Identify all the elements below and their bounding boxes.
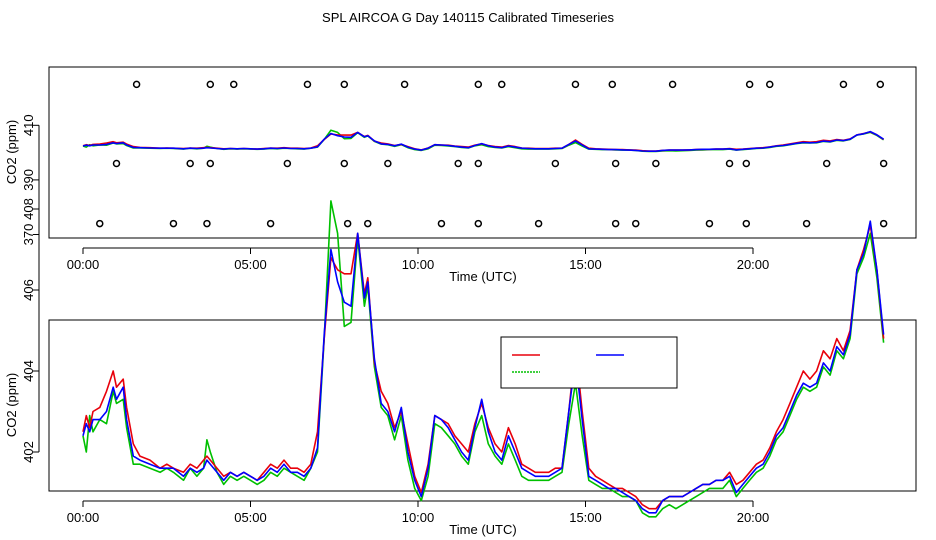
status-marker: [876, 80, 885, 89]
status-marker: [343, 219, 352, 228]
top-series-lines: [82, 129, 885, 153]
top-markers: [96, 80, 888, 228]
status-marker: [206, 80, 215, 89]
status-marker: [652, 159, 660, 168]
status-marker: [879, 219, 888, 228]
status-marker: [534, 219, 543, 228]
status-marker: [437, 219, 446, 228]
status-marker: [474, 159, 483, 168]
status-marker: [668, 80, 677, 89]
bottom-y-axis: 402 404 406 408: [21, 198, 40, 463]
x-tick-label: 15:00: [569, 510, 602, 525]
status-marker: [839, 80, 848, 89]
status-marker: [186, 159, 194, 168]
status-marker: [742, 159, 751, 168]
status-marker: [608, 80, 617, 89]
chart-title: SPL AIRCOA G Day 140115 Calibrated Times…: [322, 10, 614, 25]
series-5-8m-line: [82, 200, 885, 518]
y-tick-label: 408: [21, 198, 36, 220]
series-9-1m-line-top: [82, 130, 885, 152]
legend: [500, 336, 678, 389]
status-marker: [632, 219, 640, 228]
x-tick-label: 10:00: [402, 257, 435, 272]
status-marker: [611, 159, 620, 168]
status-marker: [96, 219, 104, 228]
legend-box: [500, 336, 678, 389]
top-plot-frame: [48, 66, 917, 239]
status-marker: [340, 80, 349, 89]
series-2-5m-line: [82, 224, 885, 510]
x-tick-label: 15:00: [569, 257, 602, 272]
status-marker: [725, 159, 734, 168]
status-marker: [384, 159, 392, 168]
bottom-x-axis: 00:00 05:00 10:00 15:00 20:00: [67, 500, 770, 525]
status-marker: [112, 159, 121, 168]
status-marker: [879, 159, 888, 168]
top-x-axis-label: Time (UTC): [449, 269, 516, 284]
status-marker: [571, 80, 580, 89]
y-tick-label: 410: [21, 114, 36, 136]
status-marker: [611, 219, 620, 228]
status-marker: [206, 159, 215, 168]
status-marker: [745, 80, 754, 89]
top-y-axis-label: CO2 (ppm): [4, 120, 19, 184]
status-marker: [822, 159, 831, 168]
x-tick-label: 10:00: [402, 510, 435, 525]
status-marker: [364, 219, 372, 228]
x-tick-label: 20:00: [737, 510, 770, 525]
x-tick-label: 05:00: [234, 510, 267, 525]
status-marker: [802, 219, 811, 228]
y-tick-label: 404: [21, 360, 36, 382]
status-marker: [742, 219, 751, 228]
status-marker: [454, 159, 462, 168]
series-9-1m-line: [82, 220, 885, 514]
status-marker: [474, 219, 483, 228]
status-marker: [169, 219, 178, 228]
status-marker: [474, 80, 483, 89]
status-marker: [203, 219, 211, 228]
bottom-panel: 00:00 05:00 10:00 15:00 20:00 402 404 406 408 T…: [4, 198, 917, 537]
bottom-y-axis-label: CO2 (ppm): [4, 373, 19, 437]
x-tick-label: 00:00: [67, 257, 100, 272]
y-tick-label: 406: [21, 279, 36, 301]
status-marker: [766, 80, 774, 89]
bottom-plot-frame: [48, 319, 917, 492]
status-marker: [132, 80, 141, 89]
x-tick-label: 00:00: [67, 510, 100, 525]
bottom-x-axis-label: Time (UTC): [449, 522, 516, 537]
status-marker: [340, 159, 349, 168]
top-x-axis: 00:00 05:00 10:00 15:00 20:00: [67, 247, 770, 272]
x-tick-label: 05:00: [234, 257, 267, 272]
y-tick-label: 402: [21, 441, 36, 463]
status-marker: [230, 80, 238, 89]
top-panel: 00:00 05:00 10:00 15:00 20:00 370 390 410 Time…: [4, 66, 917, 284]
top-y-axis: 370 390 410: [21, 114, 40, 246]
status-marker: [705, 219, 714, 228]
status-marker: [498, 80, 506, 89]
y-tick-label: 370: [21, 224, 36, 246]
status-marker: [303, 80, 312, 89]
status-marker: [400, 80, 409, 89]
bottom-series-lines: [82, 200, 885, 518]
status-marker: [551, 159, 560, 168]
status-marker: [283, 159, 292, 168]
status-marker: [266, 219, 275, 228]
x-tick-label: 20:00: [737, 257, 770, 272]
y-tick-label: 390: [21, 169, 36, 191]
